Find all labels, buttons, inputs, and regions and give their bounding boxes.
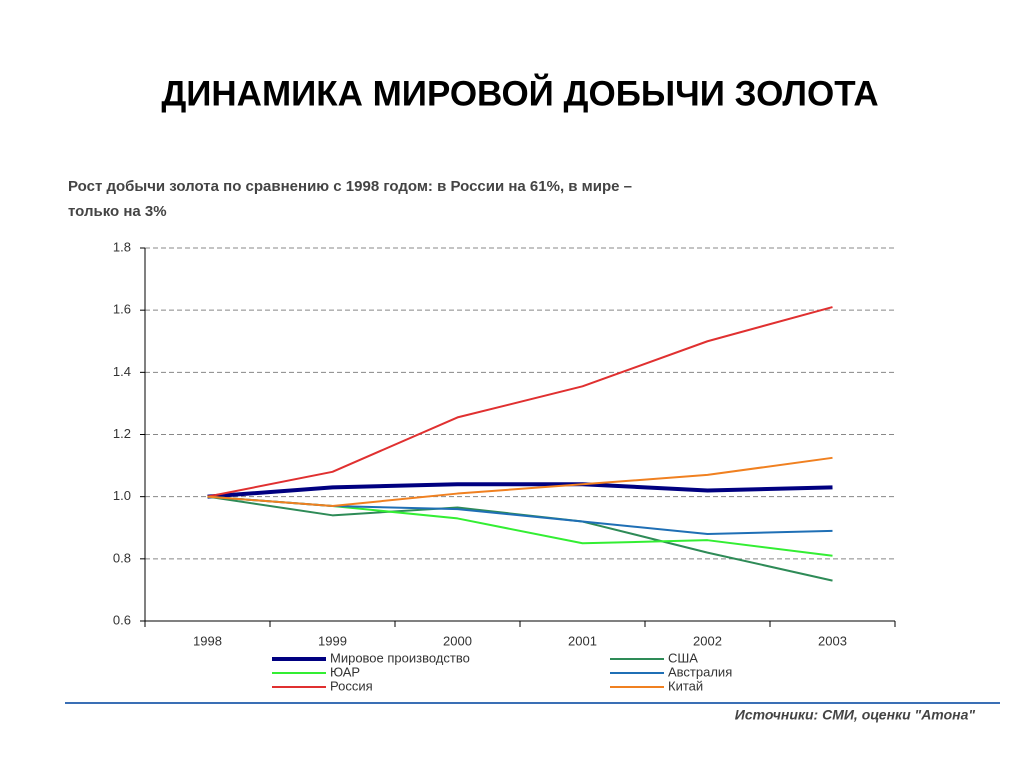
legend-label: Россия xyxy=(330,678,373,693)
chart-title: Рост добычи золота по сравнению с 1998 г… xyxy=(68,178,632,195)
y-tick-label: 1.2 xyxy=(113,426,131,441)
series-line xyxy=(207,495,833,557)
legend-label: Китай xyxy=(668,678,703,693)
series-line xyxy=(207,495,833,582)
legend-label: Мировое производство xyxy=(330,650,470,665)
y-tick-label: 1.6 xyxy=(113,302,131,317)
legend-label: США xyxy=(668,650,698,665)
legend-label: ЮАР xyxy=(330,664,360,679)
y-tick-label: 0.8 xyxy=(113,550,131,565)
source: Источники: СМИ, оценки "Атона" xyxy=(735,707,976,723)
y-tick-label: 1.8 xyxy=(113,239,131,254)
series-line xyxy=(207,495,833,535)
x-tick-label: 2000 xyxy=(443,633,472,648)
series-line xyxy=(207,482,833,499)
slide-title: ДИНАМИКА МИРОВОЙ ДОБЫЧИ ЗОЛОТА xyxy=(161,73,878,113)
x-tick-label: 2001 xyxy=(568,633,597,648)
y-tick-label: 1.4 xyxy=(113,364,131,379)
y-tick-label: 0.6 xyxy=(113,612,131,627)
series-line xyxy=(207,306,833,498)
x-tick-label: 1998 xyxy=(193,633,222,648)
y-tick-label: 1.0 xyxy=(113,488,131,503)
series-line xyxy=(207,456,833,507)
chart-title: только на 3% xyxy=(68,203,167,220)
x-tick-label: 1999 xyxy=(318,633,347,648)
x-tick-label: 2003 xyxy=(818,633,847,648)
legend-label: Австралия xyxy=(668,664,732,679)
x-tick-label: 2002 xyxy=(693,633,722,648)
